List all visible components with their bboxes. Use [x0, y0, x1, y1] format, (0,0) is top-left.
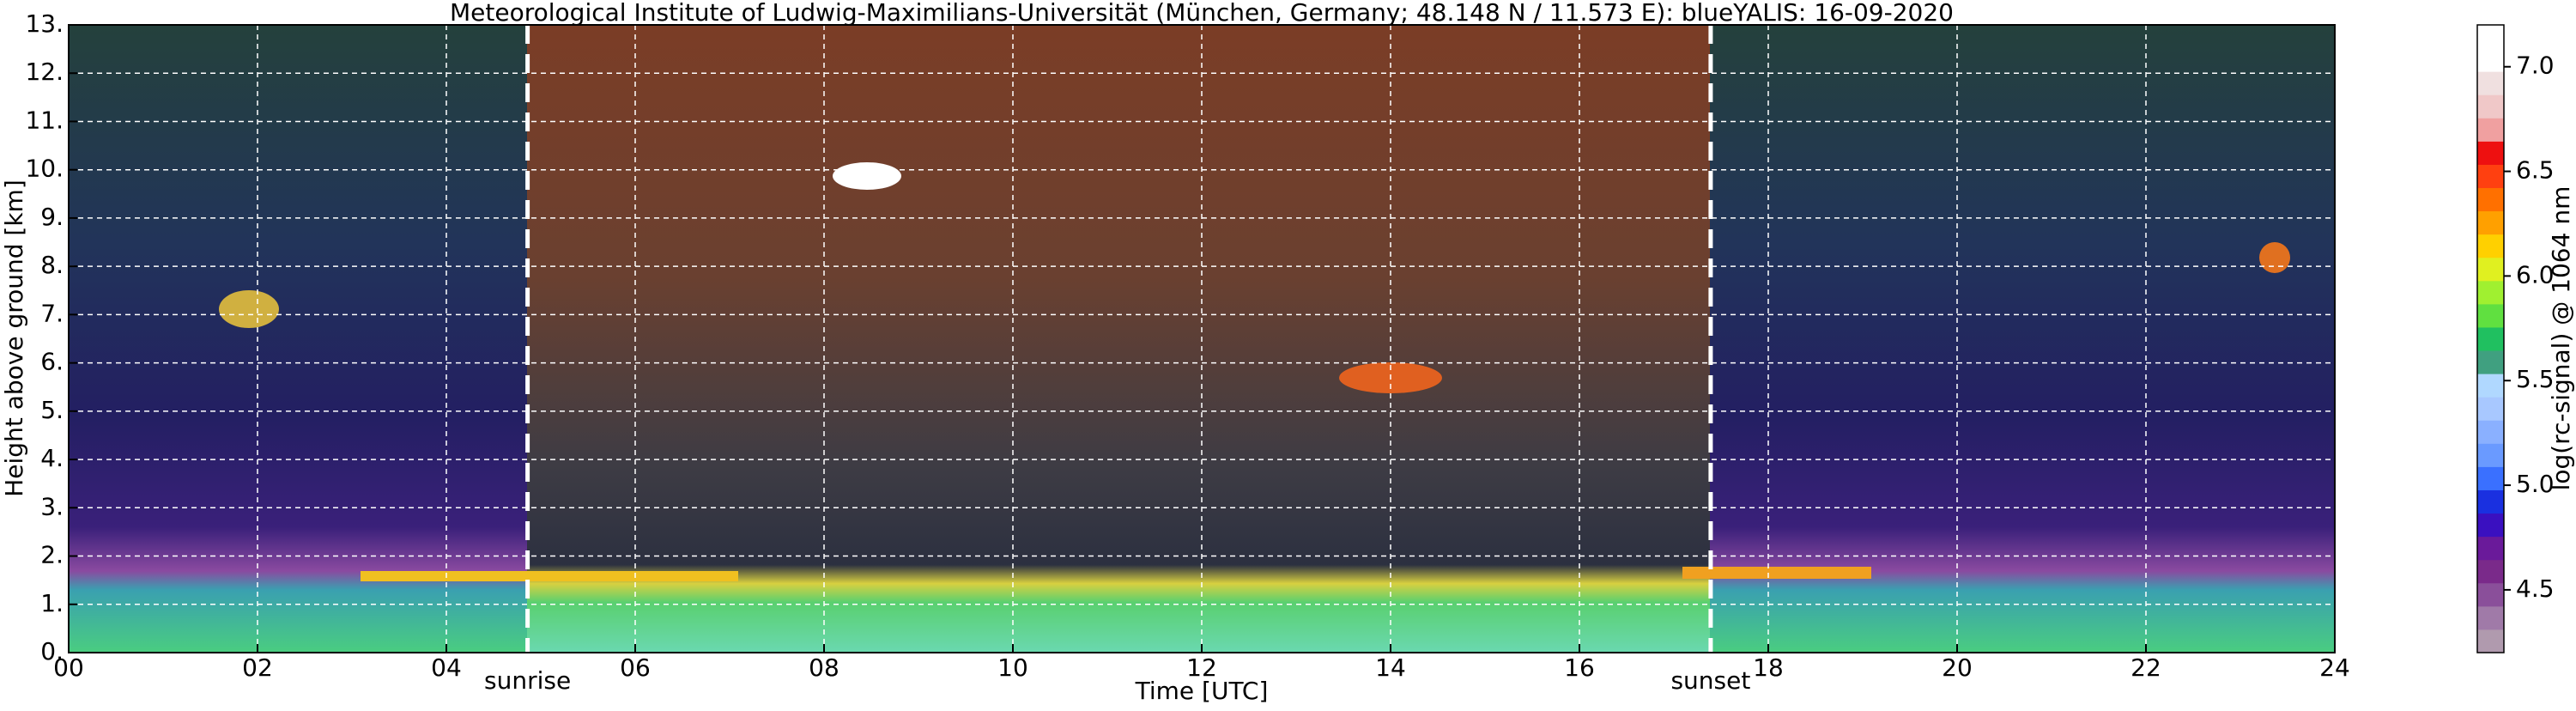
- heatmap-background: [69, 25, 2335, 653]
- colorbar-segment: [2477, 443, 2504, 467]
- colorbar-segment: [2477, 94, 2504, 118]
- colorbar-segment: [2477, 326, 2504, 351]
- y-tick-label: 9.: [40, 203, 64, 231]
- colorbar-segment: [2477, 420, 2504, 444]
- x-tick-label: 14: [1375, 653, 1406, 682]
- colorbar-tick-label: 5.5: [2516, 365, 2555, 393]
- colorbar-segment: [2477, 141, 2504, 165]
- x-tick-label: 20: [1942, 653, 1973, 682]
- y-tick-label: 2.: [40, 541, 64, 569]
- x-tick-label: 02: [242, 653, 273, 682]
- night-region: [1710, 25, 2335, 653]
- colorbar-segment: [2477, 25, 2504, 49]
- y-tick-label: 4.: [40, 444, 64, 472]
- y-tick-label: 7.: [40, 299, 64, 327]
- colorbar-segment: [2477, 629, 2504, 653]
- colorbar-segment: [2477, 71, 2504, 95]
- colorbar-segment: [2477, 187, 2504, 212]
- x-tick-label: 16: [1564, 653, 1595, 682]
- x-tick-label: 08: [809, 653, 839, 682]
- y-tick-label: 13.: [25, 9, 64, 38]
- layer-top: [1682, 567, 1871, 579]
- x-axis-label: Time [UTC]: [1135, 677, 1269, 705]
- cloud: [2259, 242, 2290, 273]
- x-tick-label: 12: [1186, 653, 1217, 682]
- layer-top: [361, 571, 738, 581]
- colorbar-segment: [2477, 257, 2504, 282]
- colorbar-segment: [2477, 513, 2504, 538]
- colorbar-tick-label: 5.0: [2516, 470, 2555, 498]
- y-tick-label: 8.: [40, 251, 64, 279]
- x-tick-label: 24: [2319, 653, 2350, 682]
- colorbar-segment: [2477, 466, 2504, 490]
- colorbar-segment: [2477, 559, 2504, 584]
- colorbar-tick-label: 4.5: [2516, 574, 2555, 603]
- y-tick-label: 10.: [25, 155, 64, 183]
- colorbar-tick-label: 6.5: [2516, 156, 2555, 185]
- colorbar-segment: [2477, 303, 2504, 328]
- y-tick-label: 0.: [40, 637, 64, 665]
- colorbar-segment: [2477, 164, 2504, 189]
- y-tick-label: 12.: [25, 58, 64, 86]
- y-tick-label: 6.: [40, 348, 64, 376]
- y-tick-label: 11.: [25, 106, 64, 134]
- colorbar-segment: [2477, 582, 2504, 607]
- x-tick-label: 06: [620, 653, 651, 682]
- night-region: [69, 25, 527, 653]
- colorbar-tick-label: 7.0: [2516, 52, 2555, 80]
- colorbar-label: log(rc-signal) @ 1064 nm: [2547, 186, 2575, 491]
- x-tick-label: 04: [431, 653, 462, 682]
- cloud: [219, 290, 279, 328]
- colorbar-tick-label: 6.0: [2516, 260, 2555, 289]
- annotation-label: sunrise: [484, 666, 571, 695]
- colorbar-segment: [2477, 397, 2504, 421]
- colorbar-segment: [2477, 536, 2504, 561]
- y-axis-label: Height above ground [km]: [0, 179, 28, 497]
- colorbar-segment: [2477, 605, 2504, 630]
- colorbar-segment: [2477, 210, 2504, 235]
- x-tick-label: 18: [1753, 653, 1784, 682]
- colorbar-segment: [2477, 48, 2504, 72]
- y-tick-label: 5.: [40, 396, 64, 424]
- colorbar-segment: [2477, 234, 2504, 258]
- colorbar-segment: [2477, 374, 2504, 398]
- colorbar-segment: [2477, 280, 2504, 305]
- y-tick-label: 3.: [40, 492, 64, 520]
- x-tick-label: 22: [2131, 653, 2161, 682]
- colorbar-segment: [2477, 489, 2504, 514]
- y-tick-label: 1.: [40, 589, 64, 617]
- colorbar-segment: [2477, 118, 2504, 142]
- colorbar-segment: [2477, 350, 2504, 374]
- x-tick-label: 10: [997, 653, 1028, 682]
- x-tick-label: 00: [53, 653, 84, 682]
- chart-title: Meteorological Institute of Ludwig-Maxim…: [450, 0, 1954, 27]
- colorbar-frame: [2476, 24, 2505, 653]
- day-region: [527, 25, 1710, 653]
- annotation-label: sunset: [1670, 666, 1750, 695]
- cloud: [833, 162, 901, 190]
